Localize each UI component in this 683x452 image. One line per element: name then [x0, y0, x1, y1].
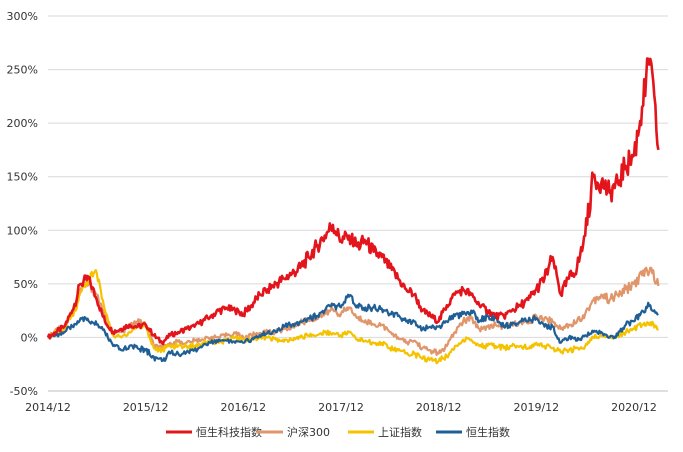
x-tick-label: 2018/12	[416, 401, 462, 414]
legend-item: 上证指数	[348, 425, 422, 439]
x-tick-label: 2019/12	[513, 401, 559, 414]
legend-item: 沪深300	[257, 425, 330, 439]
y-axis: -50% 0% 50% 100% 150% 200% 250% 300%	[7, 10, 38, 398]
y-tick-label: 300%	[7, 10, 38, 23]
series-line	[47, 269, 659, 365]
x-axis: 2014/12 2015/12 2016/12 2017/12 2018/12 2019/…	[25, 390, 668, 414]
legend: 恒生科技指数 沪深300 上证指数 恒生指数	[166, 425, 510, 439]
series-lines	[46, 57, 660, 365]
legend-item: 恒生指数	[436, 425, 510, 439]
series-line	[46, 57, 660, 346]
x-tick-label: 2015/12	[123, 401, 169, 414]
y-tick-label: 250%	[7, 64, 38, 77]
legend-label: 恒生指数	[466, 425, 510, 439]
legend-item: 恒生科技指数	[166, 425, 262, 439]
y-tick-label: 100%	[7, 224, 38, 237]
x-tick-label: 2017/12	[318, 401, 364, 414]
legend-label: 恒生科技指数	[196, 425, 262, 439]
y-tick-label: 0%	[21, 331, 38, 344]
y-tick-label: -50%	[10, 385, 38, 398]
y-tick-label: 200%	[7, 117, 38, 130]
x-tick-label: 2016/12	[220, 401, 266, 414]
y-tick-label: 50%	[14, 278, 38, 291]
x-tick-label: 2014/12	[25, 401, 71, 414]
gridlines	[48, 15, 668, 392]
series-line	[47, 266, 660, 356]
x-tick-label: 2020/12	[611, 401, 657, 414]
legend-label: 沪深300	[287, 425, 330, 439]
y-tick-label: 150%	[7, 171, 38, 184]
legend-label: 上证指数	[378, 425, 422, 439]
series-line	[47, 293, 659, 363]
